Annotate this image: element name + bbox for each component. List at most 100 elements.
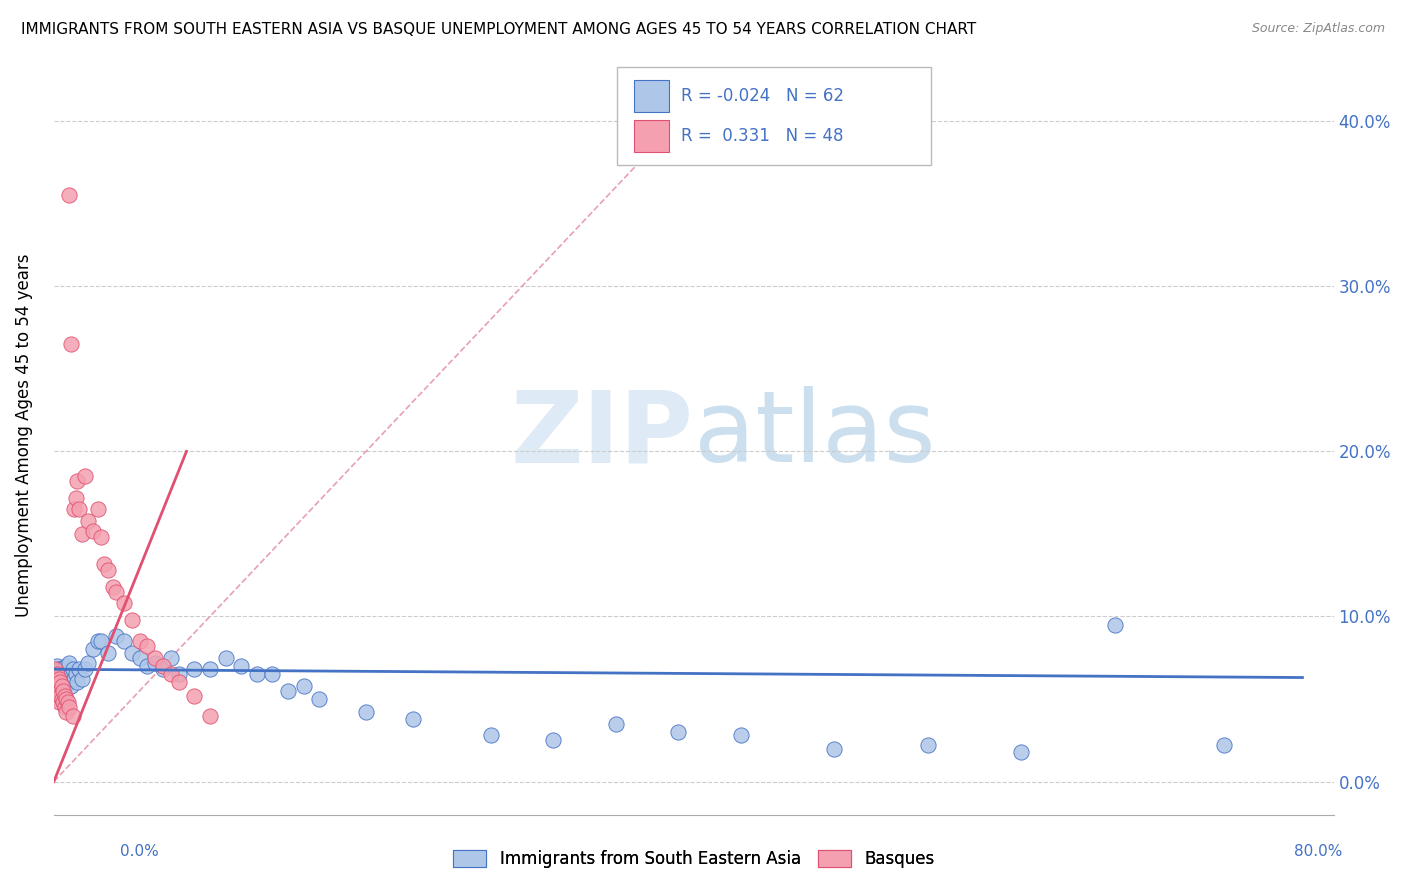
Point [105,584,128,599]
Point [53,700,76,714]
Point [136,639,159,653]
Legend: Immigrants from South Eastern Asia, Basques: Immigrants from South Eastern Asia, Basq… [446,843,941,874]
Point [44,662,66,676]
Text: IMMIGRANTS FROM SOUTH EASTERN ASIA VS BASQUE UNEMPLOYMENT AMONG AGES 45 TO 54 YE: IMMIGRANTS FROM SOUTH EASTERN ASIA VS BA… [21,22,976,37]
Point [52,695,75,709]
Point [823,741,845,756]
Point [58,656,80,670]
Point [136,659,159,673]
Point [46,679,69,693]
Point [51,679,73,693]
Point [605,716,627,731]
Point [917,738,939,752]
Point [246,667,269,681]
Point [44,672,66,686]
Y-axis label: Unemployment Among Ages 45 to 54 years: Unemployment Among Ages 45 to 54 years [15,253,32,616]
Point [198,708,221,723]
Point [112,596,135,610]
Point [44,675,66,690]
Point [66,474,89,488]
Point [48,672,70,686]
Point [1104,617,1126,632]
Point [48,695,70,709]
Point [70,527,93,541]
Point [58,700,80,714]
Point [112,634,135,648]
Point [67,662,90,676]
Point [354,705,377,719]
Point [48,683,70,698]
Point [49,689,72,703]
Point [58,667,80,681]
Point [292,679,315,693]
Point [53,667,76,681]
Point [48,672,70,686]
Point [46,667,69,681]
Point [65,667,87,681]
Point [46,667,69,681]
Point [97,646,120,660]
Point [44,683,66,698]
Point [93,557,115,571]
Text: ZIP: ZIP [510,386,693,483]
Point [82,524,104,538]
Point [198,662,221,676]
Point [49,662,72,676]
Point [59,667,82,681]
Point [262,667,284,681]
Point [59,337,82,351]
Point [121,646,143,660]
Point [160,650,183,665]
Point [308,692,330,706]
Text: 80.0%: 80.0% [1295,845,1343,859]
Point [105,629,128,643]
Point [67,502,90,516]
Text: 0.0%: 0.0% [120,845,159,859]
Point [479,728,502,742]
Point [55,659,77,673]
Text: R =  0.331   N = 48: R = 0.331 N = 48 [681,128,844,145]
Point [49,675,72,690]
Point [121,613,143,627]
Point [229,659,252,673]
Point [1213,738,1236,752]
Point [167,675,190,690]
Point [55,672,77,686]
Point [402,712,425,726]
Point [152,659,174,673]
Point [160,667,183,681]
Point [55,705,77,719]
Point [46,659,69,673]
Point [277,683,299,698]
Point [86,634,108,648]
Point [66,675,89,690]
Point [52,662,75,676]
FancyBboxPatch shape [634,80,669,112]
Point [52,675,75,690]
Point [63,502,86,516]
Point [56,695,79,709]
Text: R = -0.024   N = 62: R = -0.024 N = 62 [681,87,844,105]
Point [49,675,72,690]
Point [51,667,73,681]
Point [143,650,166,665]
Point [167,667,190,681]
Point [56,675,79,690]
Point [152,662,174,676]
Text: atlas: atlas [693,386,935,483]
Point [82,642,104,657]
Point [58,188,80,202]
Point [53,689,76,703]
Point [543,733,565,747]
Point [53,679,76,693]
Point [65,491,87,505]
Point [666,725,689,739]
Point [52,683,75,698]
Point [48,662,70,676]
Point [70,672,93,686]
Point [62,708,84,723]
Point [183,662,205,676]
Point [214,650,236,665]
Point [46,692,69,706]
Point [730,728,752,742]
